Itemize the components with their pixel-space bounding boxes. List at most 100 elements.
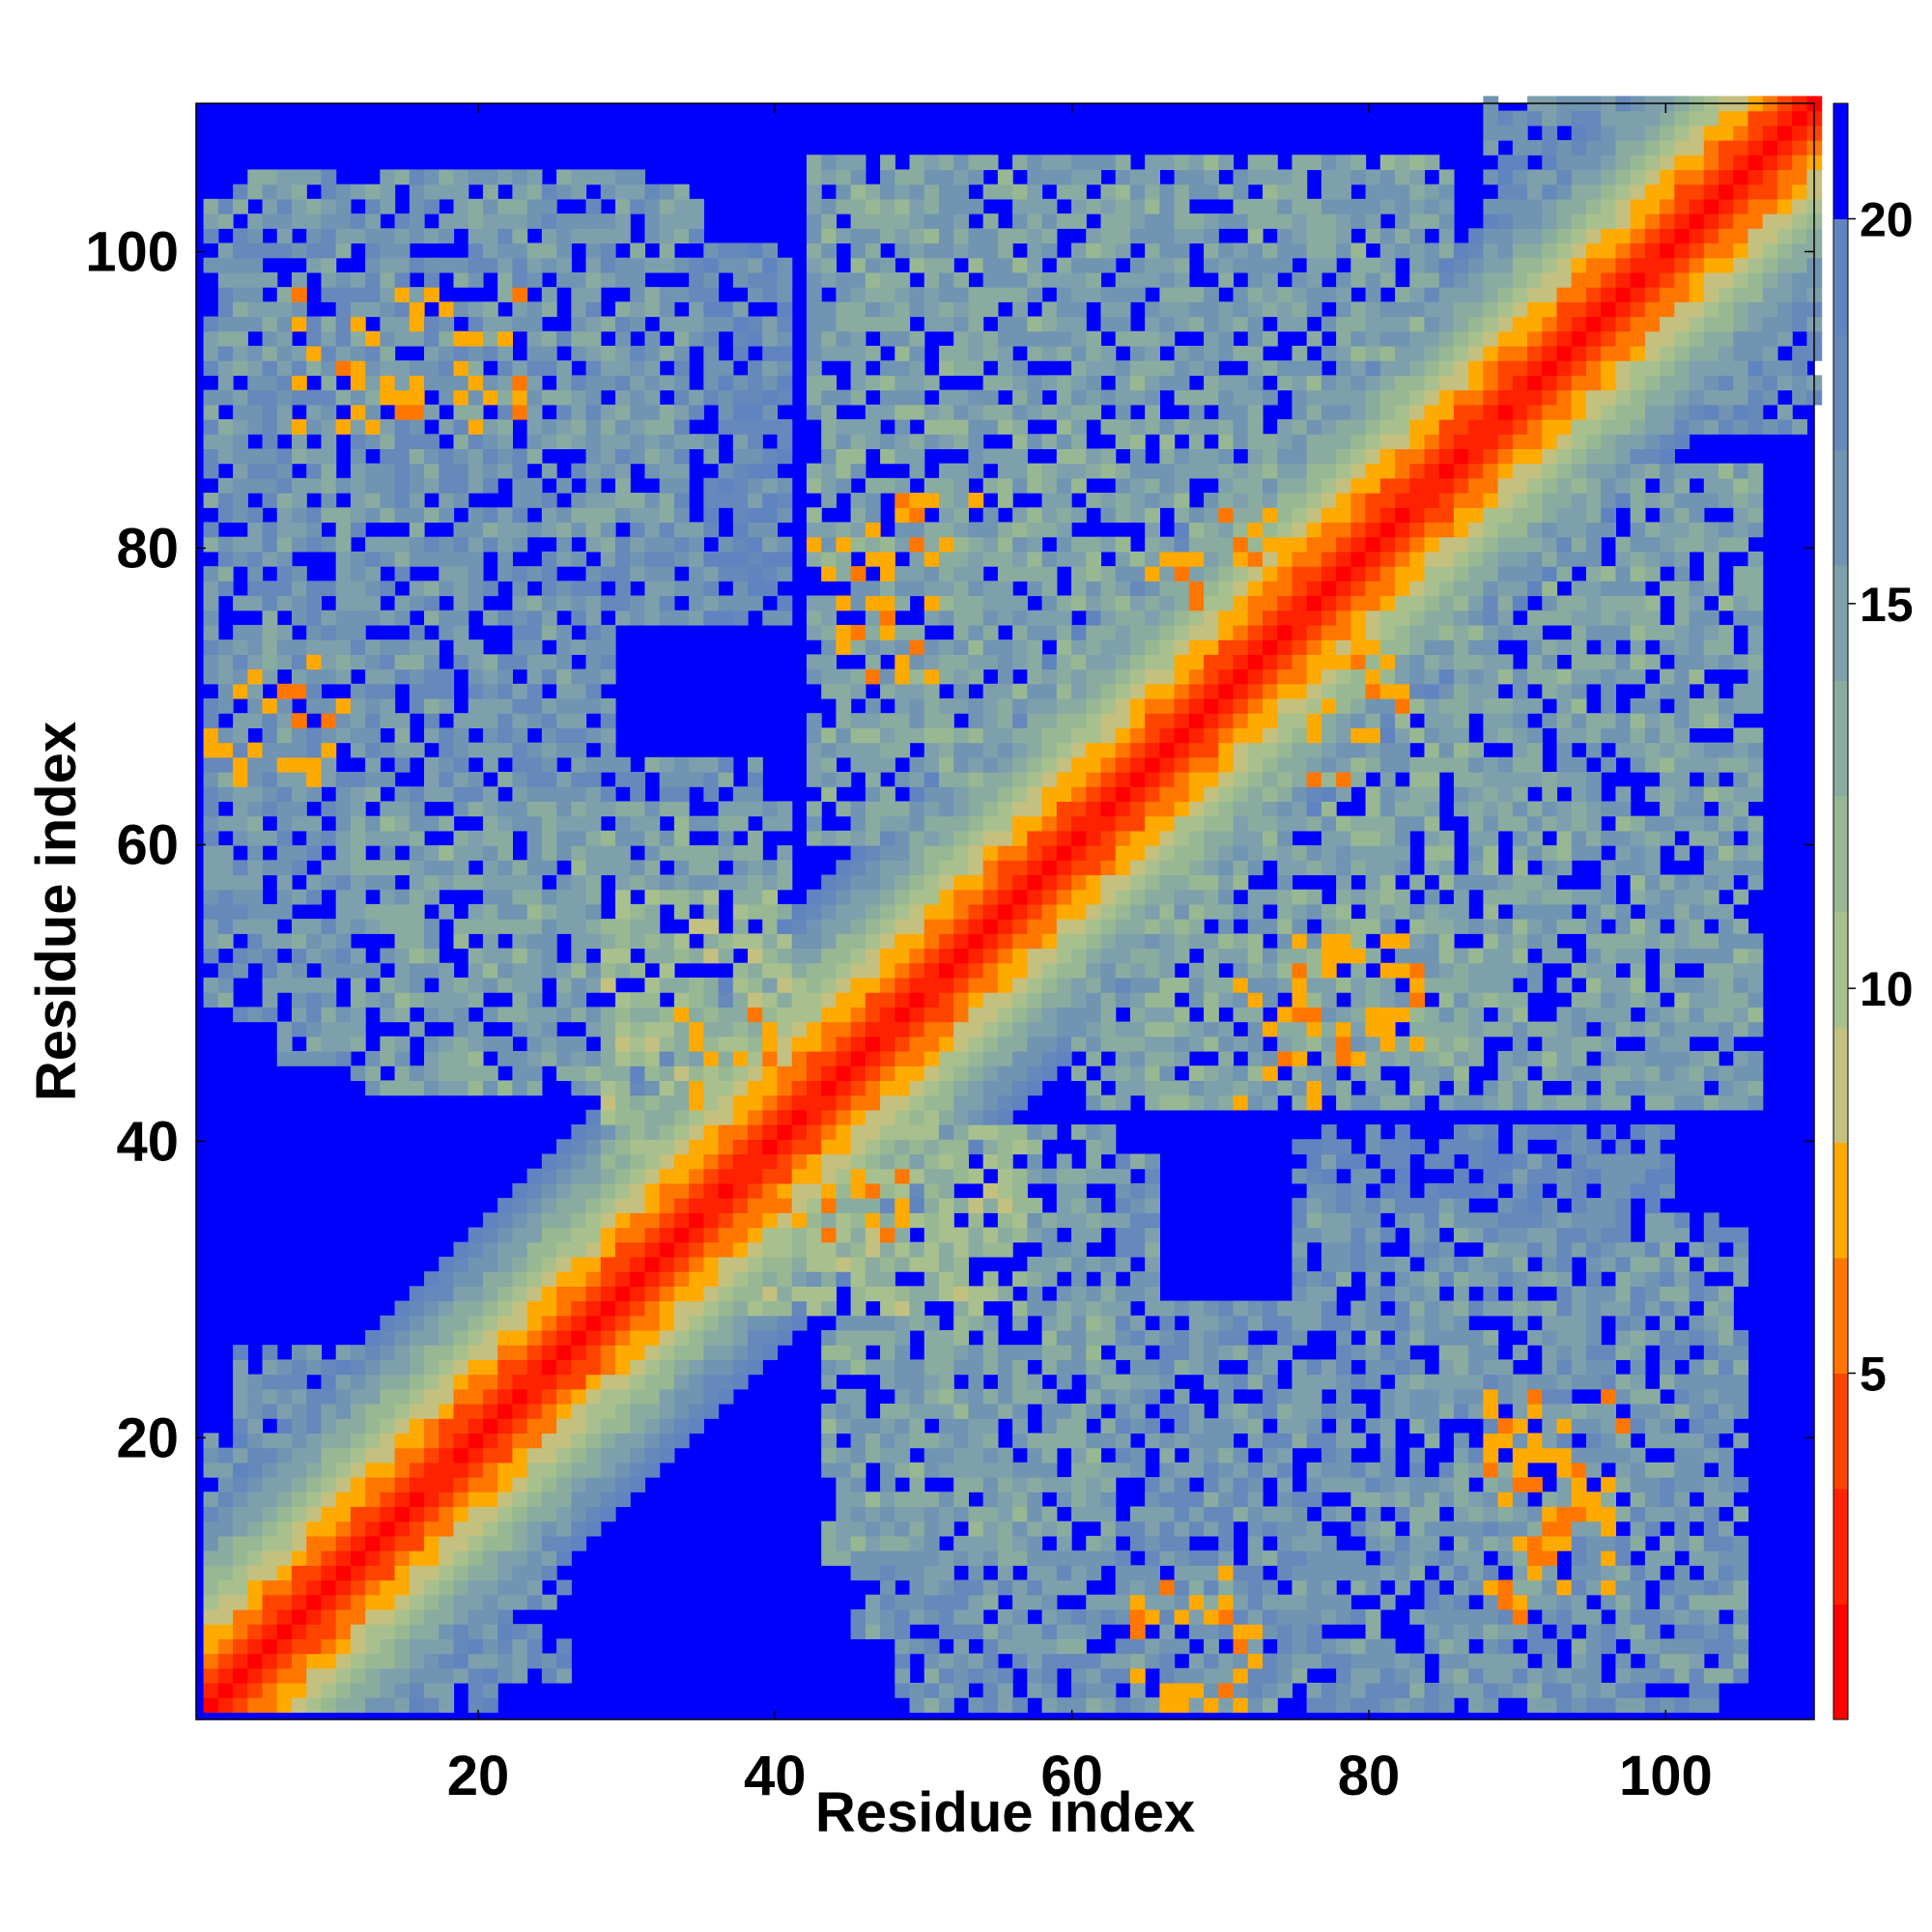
heatmap-cell [821,448,837,465]
heatmap-cell [394,1697,411,1713]
heatmap-cell [365,1594,381,1610]
heatmap-cell [556,639,572,655]
heatmap-cell [938,1492,954,1508]
heatmap-cell [659,1124,675,1140]
heatmap-cell [1129,697,1146,714]
heatmap-cell [541,1286,557,1302]
heatmap-cell [453,1300,469,1317]
heatmap-cell [880,1050,895,1066]
heatmap-cell [777,434,793,450]
heatmap-cell [217,727,234,744]
heatmap-cell [909,1682,925,1698]
heatmap-cell [909,1359,925,1376]
heatmap-cell [997,184,1013,200]
heatmap-cell [541,1388,557,1405]
heatmap-cell [1100,962,1117,979]
heatmap-cell [880,1182,895,1199]
heatmap-cell [1056,184,1072,200]
heatmap-cell [982,1682,999,1698]
heatmap-cell [982,1520,999,1537]
heatmap-cell [321,389,337,406]
heatmap-cell [821,389,837,406]
heatmap-cell [306,727,323,744]
heatmap-cell [850,1608,867,1625]
heatmap-cell [526,448,543,465]
heatmap-cell [394,1682,411,1698]
heatmap-cell [836,169,852,185]
heatmap-cell [541,742,557,758]
heatmap-cell [748,1153,763,1170]
heatmap-cell [1012,1168,1028,1184]
heatmap-cell [997,330,1013,347]
heatmap-cell [262,242,278,259]
heatmap-cell [806,919,822,934]
heatmap-cell [409,507,425,524]
heatmap-cell [718,1271,734,1287]
heatmap-cell [953,1050,970,1066]
heatmap-cell [1129,1345,1146,1360]
heatmap-cell [556,1345,572,1360]
heatmap-cell [394,301,411,318]
heatmap-cell [1115,375,1131,391]
heatmap-cell [1115,507,1131,524]
heatmap-cell [1115,1241,1131,1258]
heatmap-cell [321,1021,337,1037]
heatmap-cell [217,287,234,302]
heatmap-cell [1100,507,1117,524]
heatmap-cell [409,330,425,347]
heatmap-cell [982,1550,999,1566]
heatmap-cell [409,1535,425,1551]
heatmap-cell [541,801,557,817]
heatmap-cell [203,198,219,214]
heatmap-cell [526,889,543,905]
heatmap-cell [938,830,954,846]
heatmap-cell [953,330,970,347]
heatmap-cell [732,1109,749,1125]
heatmap-cell [262,756,278,773]
heatmap-cell [923,1653,940,1669]
heatmap-cell [718,1065,734,1082]
heatmap-cell [659,1153,675,1170]
heatmap-cell [203,434,219,450]
heatmap-cell [982,919,999,934]
heatmap-cell [571,228,587,244]
heatmap-cell [1041,345,1058,361]
heatmap-cell [1041,1168,1058,1184]
heatmap-cell [276,962,293,979]
heatmap-cell [1129,977,1146,993]
heatmap-cell [1041,1667,1058,1684]
heatmap-cell [732,1359,749,1376]
heatmap-cell [821,639,837,655]
heatmap-cell [365,772,381,787]
heatmap-cell [850,566,867,582]
heatmap-cell [233,1404,248,1419]
heatmap-cell [659,1433,675,1449]
heatmap-cell [850,360,867,376]
heatmap-cell [865,977,881,993]
heatmap-cell [468,551,484,567]
heatmap-cell [365,1624,381,1639]
heatmap-cell [365,1329,381,1346]
heatmap-cell [644,1256,661,1272]
heatmap-cell [203,1624,219,1639]
heatmap-cell [821,977,837,993]
heatmap-cell [806,1198,822,1213]
heatmap-cell [335,1550,352,1566]
heatmap-cell [1115,1374,1131,1390]
heatmap-cell [526,815,543,832]
heatmap-cell [1086,654,1102,670]
heatmap-cell [468,1374,484,1390]
heatmap-cell [217,1579,234,1596]
heatmap-cell [409,404,425,420]
heatmap-cell [953,697,970,714]
heatmap-cell [380,1624,396,1639]
heatmap-cell [468,1447,484,1463]
heatmap-cell [1100,1492,1117,1508]
heatmap-cell [806,330,822,347]
heatmap-cell [600,1345,616,1360]
heatmap-cell [233,477,248,494]
heatmap-cell [659,1286,675,1302]
heatmap-cell [335,948,352,964]
heatmap-cell [424,1036,440,1052]
heatmap-cell [982,389,999,406]
